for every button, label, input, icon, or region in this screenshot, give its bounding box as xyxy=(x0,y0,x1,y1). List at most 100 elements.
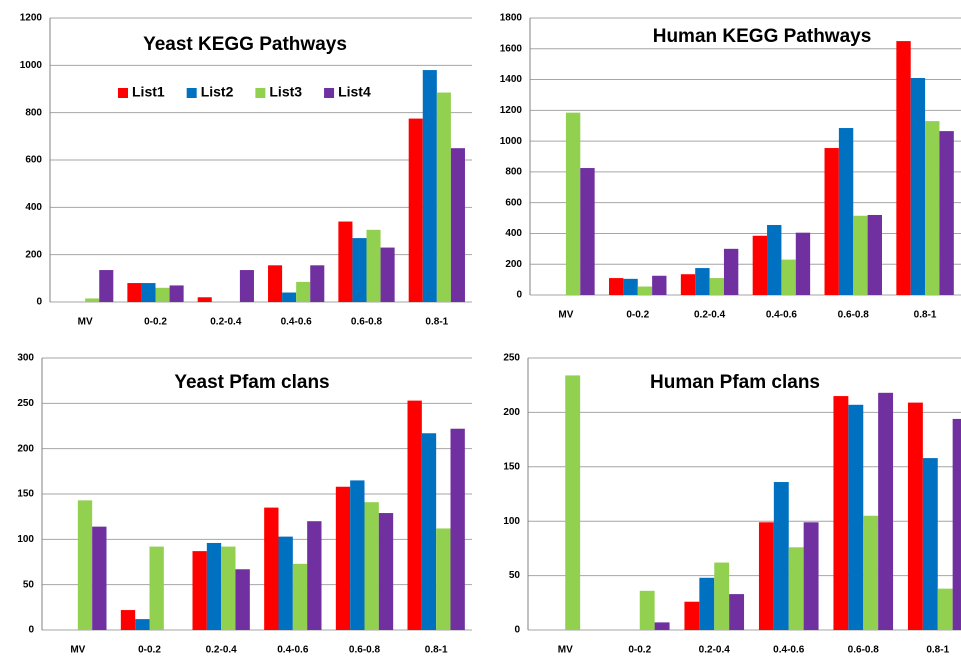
bar xyxy=(937,588,953,630)
bar xyxy=(833,396,849,630)
y-tick-label: 50 xyxy=(509,570,521,581)
x-tick-label: 0.6-0.8 xyxy=(351,317,383,328)
bar xyxy=(714,562,730,630)
bar xyxy=(907,402,923,630)
x-tick-label: 0.8-1 xyxy=(425,645,448,655)
y-tick-label: 50 xyxy=(23,579,35,590)
x-tick-label: 0.2-0.4 xyxy=(699,645,731,655)
bar xyxy=(407,400,422,630)
bar xyxy=(680,274,696,295)
bar xyxy=(450,148,465,302)
bar xyxy=(366,229,381,302)
y-tick-label: 150 xyxy=(17,489,34,500)
bar xyxy=(235,569,250,630)
y-tick-label: 1400 xyxy=(500,74,523,85)
y-tick-label: 0 xyxy=(514,625,520,636)
x-tick-label: MV xyxy=(70,645,85,655)
bar xyxy=(264,507,279,630)
bar xyxy=(639,590,655,630)
bar xyxy=(695,268,710,295)
bar xyxy=(803,522,819,630)
bar xyxy=(352,238,367,302)
chart-title: Yeast Pfam clans xyxy=(174,372,329,393)
bar xyxy=(848,404,864,630)
bar xyxy=(867,214,882,295)
bar xyxy=(197,297,212,302)
bar xyxy=(292,563,308,630)
legend-swatch xyxy=(118,88,128,98)
bar xyxy=(421,433,437,630)
bar xyxy=(239,270,254,302)
x-tick-label: 0.8-1 xyxy=(926,645,949,655)
bar xyxy=(781,259,796,295)
y-tick-label: 600 xyxy=(505,197,522,208)
bar xyxy=(135,619,150,630)
bar xyxy=(99,270,114,302)
y-tick-label: 0 xyxy=(28,625,34,636)
bar xyxy=(192,551,207,630)
bar xyxy=(127,283,142,302)
y-tick-label: 600 xyxy=(25,155,42,166)
x-tick-label: 0.8-1 xyxy=(914,310,937,321)
bar xyxy=(141,283,156,302)
bar xyxy=(952,418,961,630)
y-tick-label: 150 xyxy=(503,461,520,472)
y-tick-label: 800 xyxy=(25,107,42,118)
legend-label: List1 xyxy=(132,84,165,100)
bar xyxy=(155,287,170,302)
y-tick-label: 200 xyxy=(503,407,520,418)
x-tick-label: 0.4-0.6 xyxy=(277,645,309,655)
bar xyxy=(637,286,653,295)
x-tick-label: 0.2-0.4 xyxy=(210,317,242,328)
y-tick-label: 1600 xyxy=(500,43,523,54)
bar xyxy=(788,547,804,630)
bar xyxy=(436,92,451,302)
x-tick-label: 0-0.2 xyxy=(138,645,161,655)
x-tick-label: 0.2-0.4 xyxy=(694,310,726,321)
bar xyxy=(752,235,768,295)
y-tick-label: 200 xyxy=(505,259,522,270)
bar xyxy=(910,78,926,296)
legend-label: List3 xyxy=(269,84,302,100)
bar xyxy=(896,41,911,296)
bar xyxy=(378,513,394,630)
chart-title: Human Pfam clans xyxy=(650,372,820,393)
bar xyxy=(120,610,136,630)
bar xyxy=(221,546,236,630)
y-tick-label: 1200 xyxy=(20,13,43,24)
bar xyxy=(623,278,638,295)
bar xyxy=(878,392,894,630)
y-tick-label: 1800 xyxy=(500,13,523,24)
bar xyxy=(338,221,353,302)
bar xyxy=(450,428,465,630)
y-tick-label: 1000 xyxy=(500,136,523,147)
legend-label: List2 xyxy=(201,84,234,100)
bar xyxy=(795,232,811,295)
x-tick-label: 0.4-0.6 xyxy=(281,317,313,328)
bar xyxy=(77,500,93,630)
bar xyxy=(609,278,624,295)
bar xyxy=(149,546,164,630)
x-tick-label: MV xyxy=(78,317,93,328)
bar xyxy=(838,128,854,295)
x-tick-label: 0-0.2 xyxy=(626,310,649,321)
bar xyxy=(422,70,437,302)
bar xyxy=(925,121,940,295)
x-tick-label: MV xyxy=(558,645,573,655)
bar xyxy=(654,622,670,630)
y-tick-label: 1200 xyxy=(500,105,523,116)
y-tick-label: 400 xyxy=(25,202,42,213)
x-tick-label: 0.2-0.4 xyxy=(206,645,238,655)
y-tick-label: 250 xyxy=(503,353,520,364)
bar xyxy=(310,265,325,302)
y-tick-label: 200 xyxy=(17,443,34,454)
y-tick-label: 0 xyxy=(516,290,522,301)
chart-title: Human KEGG Pathways xyxy=(653,26,872,47)
y-tick-label: 100 xyxy=(17,534,34,545)
y-tick-label: 1000 xyxy=(20,60,43,71)
y-tick-label: 200 xyxy=(25,249,42,260)
bar xyxy=(767,224,782,295)
legend-swatch xyxy=(324,88,335,98)
x-tick-label: MV xyxy=(558,310,573,321)
